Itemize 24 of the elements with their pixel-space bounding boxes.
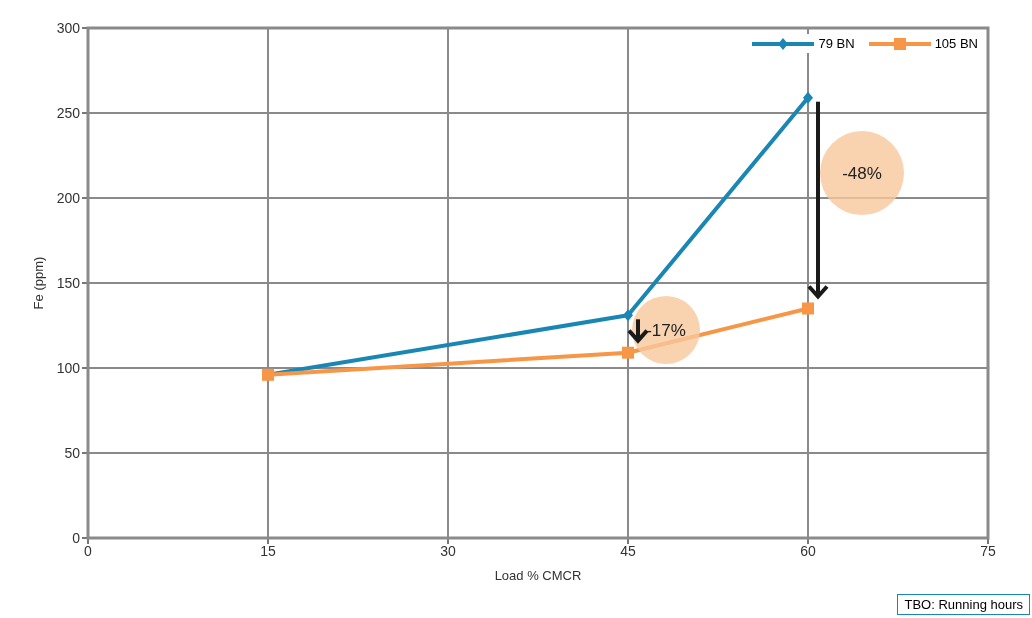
y-tick-label: 0 [72, 529, 81, 546]
x-tick-label: 75 [980, 542, 996, 559]
point [802, 302, 814, 315]
x-axis-title: Load % CMCR [494, 568, 582, 583]
annotation: -48% [842, 164, 882, 184]
point [803, 91, 813, 104]
y-tick-label: 200 [56, 189, 81, 206]
x-tick-label: 0 [84, 542, 93, 559]
point [622, 346, 634, 359]
y-tick-label: 250 [56, 104, 81, 121]
point [623, 309, 633, 322]
text: TBO: Running hours [897, 594, 1030, 615]
x-tick-label: 60 [800, 542, 816, 559]
x-tick-label: 15 [260, 542, 276, 559]
x-tick-label: 45 [620, 542, 636, 559]
y-tick-label: 150 [56, 274, 81, 291]
y-tick-label: 50 [64, 444, 81, 461]
y-axis-title: Fe (ppm) [30, 256, 46, 310]
y-tick-label: 100 [56, 359, 81, 376]
x-tick-label: 30 [440, 542, 456, 559]
legend-label: 79 BN [818, 36, 855, 51]
annotation: -17% [646, 321, 686, 340]
y-tick-label: 300 [56, 19, 81, 36]
legend-label: 105 BN [934, 36, 978, 51]
